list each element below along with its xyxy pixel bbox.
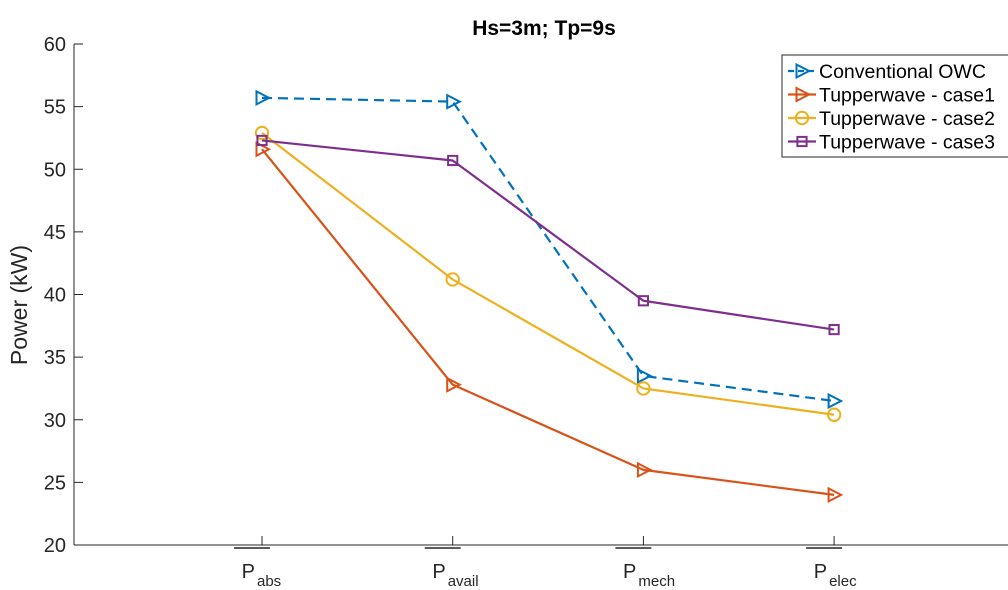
series-line	[261, 96, 835, 403]
legend-label: Conventional OWC	[819, 61, 986, 83]
x-tick-label-subscript: elec	[829, 573, 857, 590]
legend-entry: Tupperwave - case3	[788, 132, 995, 154]
data-point	[446, 93, 462, 110]
y-tick-label: 20	[44, 535, 66, 557]
y-tick-label: 55	[44, 97, 66, 119]
legend-label: Tupperwave - case2	[819, 108, 995, 130]
data-point	[255, 89, 272, 107]
data-point	[636, 381, 651, 396]
y-axis-label: Power (kW)	[6, 245, 32, 365]
data-point	[445, 272, 460, 287]
series-line	[261, 139, 835, 331]
x-tick-label-subscript: mech	[638, 573, 675, 590]
data-point	[827, 392, 844, 410]
y-tick-label: 50	[44, 159, 66, 181]
series-line	[261, 148, 835, 496]
x-tick-label-subscript: avail	[448, 573, 479, 590]
data-point	[636, 367, 653, 385]
data-point	[826, 407, 842, 422]
x-tick-label-subscript: abs	[257, 573, 281, 590]
legend-box	[781, 54, 1008, 158]
series-1	[255, 89, 844, 410]
x-tick-label-base: P	[814, 561, 827, 583]
data-point	[446, 376, 462, 393]
data-point	[794, 110, 810, 126]
data-point	[254, 125, 270, 141]
data-point	[795, 86, 812, 103]
series-layer	[254, 89, 844, 504]
y-tick-label: 60	[44, 34, 66, 56]
legend-entry: Tupperwave - case1	[788, 85, 995, 107]
y-tick-label: 40	[44, 285, 66, 307]
data-point	[795, 62, 812, 80]
data-point	[447, 154, 459, 167]
y-tick-label: 35	[44, 347, 66, 369]
data-point	[256, 134, 268, 147]
legend-label: Tupperwave - case3	[819, 132, 995, 154]
series-line	[261, 132, 835, 416]
y-tick-label: 30	[44, 410, 66, 432]
data-point	[828, 323, 840, 336]
data-point	[636, 461, 653, 478]
x-tick-label-base: P	[623, 561, 636, 583]
x-tick-label-base: P	[432, 561, 445, 583]
data-point	[796, 135, 808, 148]
y-tick-label: 45	[44, 222, 66, 244]
series-4	[256, 134, 840, 336]
chart-title: Hs=3m; Tp=9s	[472, 17, 616, 40]
data-point	[827, 486, 844, 504]
y-tick-label: 25	[44, 472, 66, 494]
legend-entry: Tupperwave - case2	[788, 108, 995, 130]
legend-entry: Conventional OWC	[788, 61, 986, 83]
x-tick-label-base: P	[242, 561, 255, 583]
series-3	[254, 125, 842, 422]
legend-label: Tupperwave - case1	[819, 85, 995, 107]
data-point	[637, 295, 649, 307]
